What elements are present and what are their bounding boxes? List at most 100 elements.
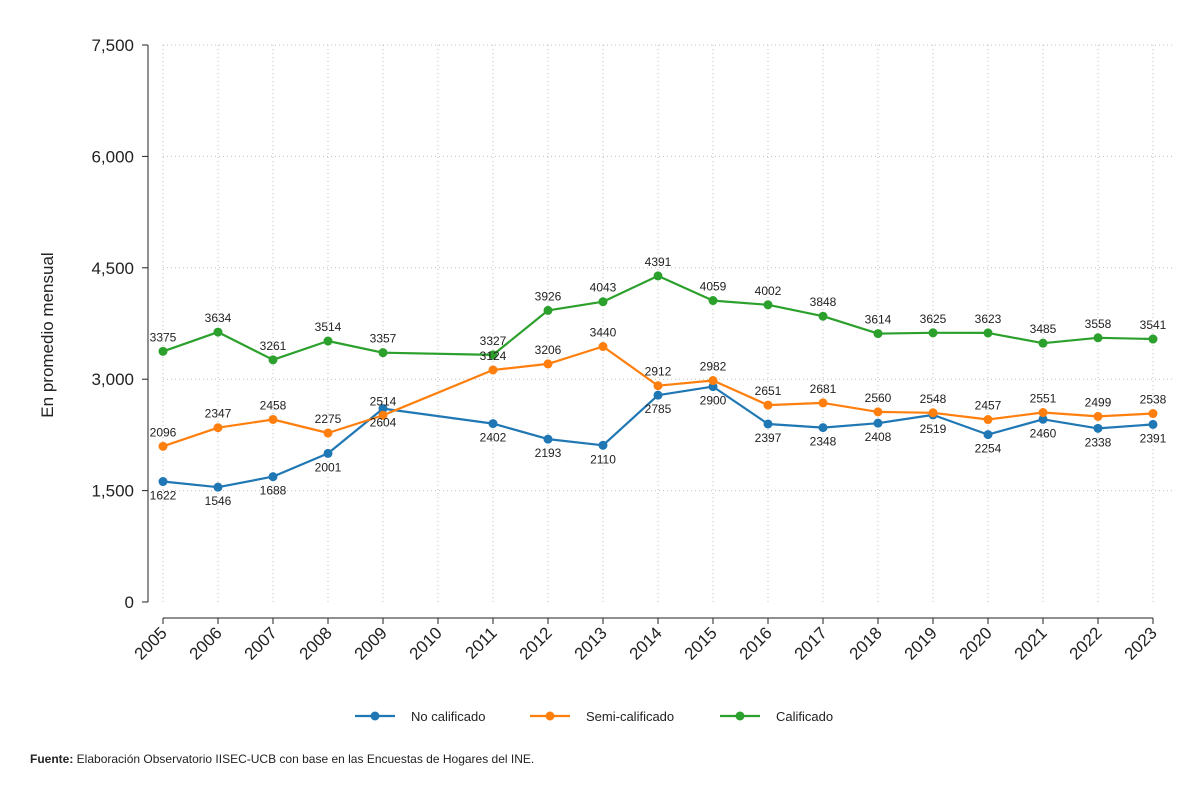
data-label: 2397 [755,431,782,445]
legend: No calificado Semi-calificado Calificado [355,709,833,724]
data-label: 1546 [205,494,232,508]
data-point [1093,423,1103,433]
data-point [928,408,938,418]
source-label: Fuente: [30,752,74,766]
line-chart: 0 1,500 3,000 4,500 6,000 7,500 2005 2006 2007 20… [38,36,1173,724]
data-label: 2254 [975,442,1002,456]
x-tick-label: 2016 [736,623,776,663]
data-label: 2982 [700,360,727,374]
data-label: 3625 [920,312,947,326]
data-point [1148,409,1158,419]
x-tick-label: 2013 [571,623,611,663]
data-point [763,300,773,310]
data-point [543,359,553,369]
data-label: 2538 [1140,393,1167,407]
data-point [543,305,553,315]
data-point [158,346,168,356]
y-tick-label: 7,500 [91,36,134,55]
data-point [268,414,278,424]
data-label: 3623 [975,312,1002,326]
x-tick-label: 2018 [846,623,886,663]
data-point [983,328,993,338]
data-label: 3541 [1140,318,1167,332]
data-label: 2391 [1140,431,1167,445]
data-point [268,355,278,365]
data-label: 3440 [590,326,617,340]
data-label: 3558 [1085,317,1112,331]
x-tick-label: 2005 [131,623,171,663]
data-label: 2402 [480,431,507,445]
data-point [323,336,333,346]
data-label: 2458 [260,398,287,412]
source-note: Fuente: Elaboración Observatorio IISEC-U… [30,752,534,766]
data-point [653,271,663,281]
data-label: 2604 [370,416,397,430]
data-label: 3124 [480,349,507,363]
data-label: 3514 [315,320,342,334]
legend-swatch-marker [545,711,555,721]
legend-swatch-marker [735,711,745,721]
y-tick-label: 0 [125,593,134,612]
grid-layer [162,44,1173,602]
x-tick-label: 2008 [296,623,336,663]
data-label: 2110 [590,452,616,466]
data-point [323,448,333,458]
data-label: 2651 [755,384,782,398]
series-layer [158,271,1158,492]
data-label: 3485 [1030,322,1057,336]
data-label: 2096 [150,425,177,439]
data-point [378,348,388,358]
data-point [1038,414,1048,424]
data-label: 1622 [150,489,177,503]
data-point [378,410,388,420]
data-label: 3357 [370,332,397,346]
x-tick-label: 2010 [406,623,446,663]
data-label: 2519 [920,422,947,436]
data-point [1148,334,1158,344]
data-point [213,482,223,492]
data-point [543,434,553,444]
x-tick-label: 2021 [1011,623,1051,663]
data-point [378,404,388,414]
data-label: 2551 [1030,392,1057,406]
legend-label: No calificado [411,709,485,724]
data-label: 1688 [260,484,287,498]
series-line-1 [162,345,1154,448]
legend-swatch-marker [370,711,380,721]
data-point [488,419,498,429]
data-label: 2681 [810,382,837,396]
x-tick-label: 2015 [681,623,721,663]
data-point [488,350,498,360]
data-label: 2001 [315,460,342,474]
x-tick-label: 2007 [241,623,281,663]
data-label: 2275 [315,412,342,426]
x-tick-label: 2014 [626,623,666,663]
data-point [873,407,883,417]
data-point [1148,419,1158,429]
source-text: Elaboración Observatorio IISEC-UCB con b… [73,752,535,766]
data-label: 4391 [645,255,672,269]
series-line-2 [162,274,1154,361]
series-line-0 [162,385,1154,489]
data-label: 2457 [975,399,1002,413]
data-label: 3327 [480,334,507,348]
data-point [818,398,828,408]
x-tick-label: 2006 [186,623,226,663]
data-label: 4002 [755,284,782,298]
data-label: 3375 [150,330,177,344]
data-point [763,400,773,410]
data-point [598,440,608,450]
data-point [653,390,663,400]
x-tick-label: 2012 [516,623,556,663]
x-tick-label: 2023 [1121,623,1161,663]
data-point [1093,333,1103,343]
data-point [1038,338,1048,348]
x-tick-label: 2019 [901,623,941,663]
data-label: 3848 [810,295,837,309]
data-point [1038,408,1048,418]
data-point [488,365,498,375]
data-point [818,423,828,433]
data-label: 3261 [260,339,287,353]
x-tick-label: 2011 [462,623,501,662]
data-point [983,430,993,440]
